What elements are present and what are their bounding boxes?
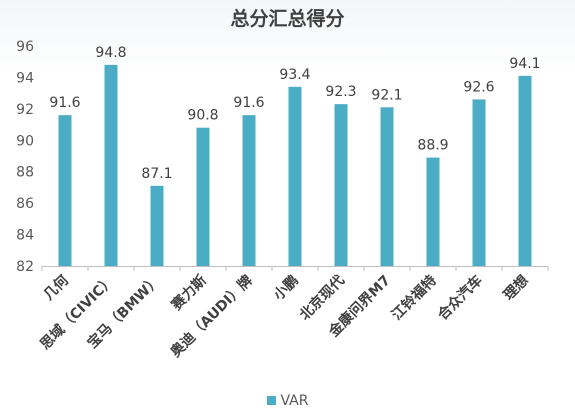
- data-label: 93.4: [279, 67, 310, 83]
- legend-swatch: [266, 396, 276, 405]
- bar: [426, 157, 440, 266]
- data-label: 90.8: [187, 108, 218, 124]
- y-tick-label: 88: [16, 165, 34, 181]
- data-label: 91.6: [233, 95, 264, 111]
- y-tick-label: 84: [16, 228, 34, 244]
- legend-label: VAR: [280, 393, 309, 409]
- data-label: 88.9: [417, 138, 448, 154]
- y-tick-label: 82: [16, 259, 34, 275]
- y-tick-label: 92: [16, 102, 34, 118]
- bar: [150, 185, 164, 266]
- bar: [242, 115, 256, 267]
- x-category-label: 小鹏: [270, 272, 302, 304]
- bar: [518, 75, 532, 266]
- data-label: 94.8: [95, 45, 126, 61]
- x-category-label: 奥迪（AUDI）牌: [167, 272, 256, 361]
- chart-title: 总分汇总得分: [230, 8, 345, 30]
- x-category-label: 合众汽车: [434, 272, 486, 324]
- data-label: 92.6: [463, 79, 494, 95]
- data-label: 91.6: [49, 95, 80, 111]
- x-category-label: 赛力斯: [167, 272, 209, 314]
- bar: [334, 104, 348, 267]
- y-tick-label: 86: [16, 196, 34, 212]
- data-label: 92.1: [371, 87, 402, 103]
- bar: [472, 99, 486, 266]
- bar: [288, 86, 302, 266]
- y-tick-label: 94: [16, 70, 34, 86]
- x-category-label: 几何: [40, 272, 72, 304]
- y-tick-label: 96: [16, 39, 34, 55]
- data-label: 94.1: [509, 56, 540, 72]
- bar: [196, 127, 210, 266]
- bar: [380, 107, 394, 267]
- x-category-label: 理想: [500, 272, 532, 304]
- bar: [58, 115, 72, 267]
- y-tick-label: 90: [16, 133, 34, 149]
- legend: VAR: [0, 393, 575, 409]
- x-category-label: 江铃福特: [388, 272, 440, 324]
- bar: [104, 64, 118, 266]
- data-label: 92.3: [325, 84, 356, 100]
- data-label: 87.1: [141, 166, 172, 182]
